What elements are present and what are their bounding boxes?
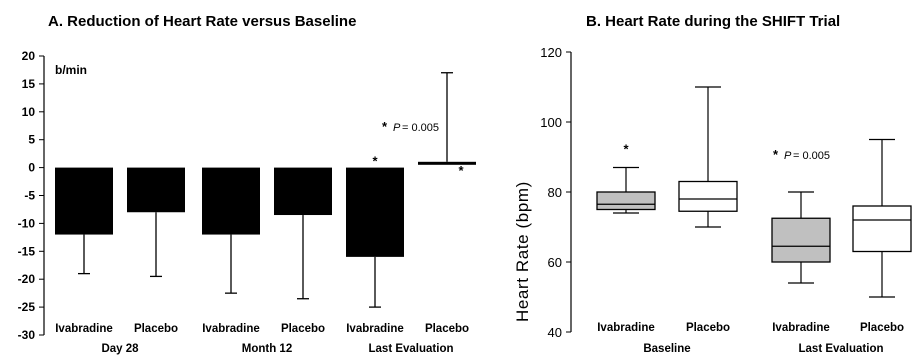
panel-a-category-labels: Ivabradine Placebo Ivabradine Placebo Ivabra… bbox=[55, 323, 469, 355]
panel-a-category-label: Ivabradine bbox=[346, 323, 404, 335]
panel-a-y-tick-label: -15 bbox=[18, 244, 36, 258]
panel-a-bar bbox=[346, 167, 404, 257]
panel-a-unit-label: b/min bbox=[55, 63, 87, 77]
panel-a-title: A. Reduction of Heart Rate versus Baseli… bbox=[48, 13, 356, 30]
panel-a-bar bbox=[274, 167, 332, 216]
panel-a-y-tick-label: -30 bbox=[18, 328, 36, 342]
panel-a-y-tick-label: -25 bbox=[18, 300, 36, 314]
panel-b-y-tick-label: 60 bbox=[548, 255, 562, 270]
panel-b-category-label: Ivabradine bbox=[597, 322, 655, 334]
panel-a-group-label: Day 28 bbox=[101, 343, 139, 355]
panel-b-title: B. Heart Rate during the SHIFT Trial bbox=[586, 13, 840, 30]
panel-a-significance-star: * bbox=[458, 163, 464, 178]
panel-b-category-labels: Ivabradine Placebo Ivabradine Placebo Baseli… bbox=[597, 322, 904, 355]
panel-b-y-tick-label: 80 bbox=[548, 185, 562, 200]
panel-a-bar bbox=[127, 167, 185, 213]
panel-a-p-annotation: * P = 0.005 bbox=[382, 119, 439, 134]
panel-b-y-tick-label: 120 bbox=[540, 45, 562, 60]
panel-b-y-tick-label: 40 bbox=[548, 325, 562, 340]
panel-b-y-tick-label: 100 bbox=[540, 115, 562, 130]
panel-a-bars: ** bbox=[55, 72, 476, 308]
panel-a-group-label: Month 12 bbox=[242, 343, 292, 355]
panel-a-y-tick-label: 5 bbox=[28, 133, 35, 147]
panel-a-category-label: Placebo bbox=[425, 323, 469, 335]
panel-a-y-tick-label: 15 bbox=[22, 77, 36, 91]
panel-a-y-tick-label: 0 bbox=[28, 161, 35, 175]
panel-b-category-label: Placebo bbox=[860, 322, 904, 334]
panel-a-p-star: * bbox=[382, 119, 388, 134]
panel-a-group-label: Last Evaluation bbox=[369, 343, 454, 355]
panel-b: B. Heart Rate during the SHIFT Trial Hea… bbox=[513, 13, 912, 355]
panel-b-category-label: Ivabradine bbox=[772, 322, 830, 334]
panel-a-y-tick-label: -5 bbox=[24, 189, 35, 203]
panel-a-significance-star: * bbox=[372, 154, 378, 169]
panel-a-category-label: Placebo bbox=[134, 323, 178, 335]
panel-a-category-label: Ivabradine bbox=[202, 323, 260, 335]
panel-a-y-tick-label: 10 bbox=[22, 105, 36, 119]
panel-b-box bbox=[678, 180, 738, 212]
panel-a-y-axis: 20 15 10 5 0 -5 -10 -15 -20 -25 -30 bbox=[18, 49, 45, 342]
panel-a-bar bbox=[55, 167, 113, 235]
panel-a-p-label: P bbox=[393, 122, 401, 134]
panel-b-y-axis-label: Heart Rate (bpm) bbox=[513, 181, 532, 322]
panel-a-y-tick-label: -20 bbox=[18, 272, 36, 286]
panel-b-y-axis: 120 100 80 60 40 bbox=[540, 45, 572, 340]
panel-b-box bbox=[852, 205, 912, 253]
panel-b-p-star: * bbox=[773, 147, 779, 162]
panel-b-group-label: Last Evaluation bbox=[799, 343, 884, 355]
panel-b-p-annotation: * P = 0.005 bbox=[773, 147, 830, 162]
panel-b-group-label: Baseline bbox=[643, 343, 690, 355]
panel-a-category-label: Ivabradine bbox=[55, 323, 113, 335]
panel-b-category-label: Placebo bbox=[686, 322, 730, 334]
panel-b-p-value: = 0.005 bbox=[793, 150, 830, 162]
panel-a-bar bbox=[418, 161, 476, 165]
panel-b-boxes: * bbox=[596, 86, 912, 298]
panel-a-y-tick-label: -10 bbox=[18, 216, 36, 230]
panel-a: A. Reduction of Heart Rate versus Baseli… bbox=[18, 13, 476, 355]
panel-b-p-label: P bbox=[784, 150, 792, 162]
panel-a-bar bbox=[202, 167, 260, 235]
panel-b-significance-star: * bbox=[623, 142, 629, 157]
panel-b-box bbox=[596, 191, 656, 211]
panel-b-box bbox=[771, 217, 831, 263]
panel-a-p-value: = 0.005 bbox=[402, 122, 439, 134]
panel-a-y-tick-label: 20 bbox=[22, 49, 36, 63]
panel-a-category-label: Placebo bbox=[281, 323, 325, 335]
